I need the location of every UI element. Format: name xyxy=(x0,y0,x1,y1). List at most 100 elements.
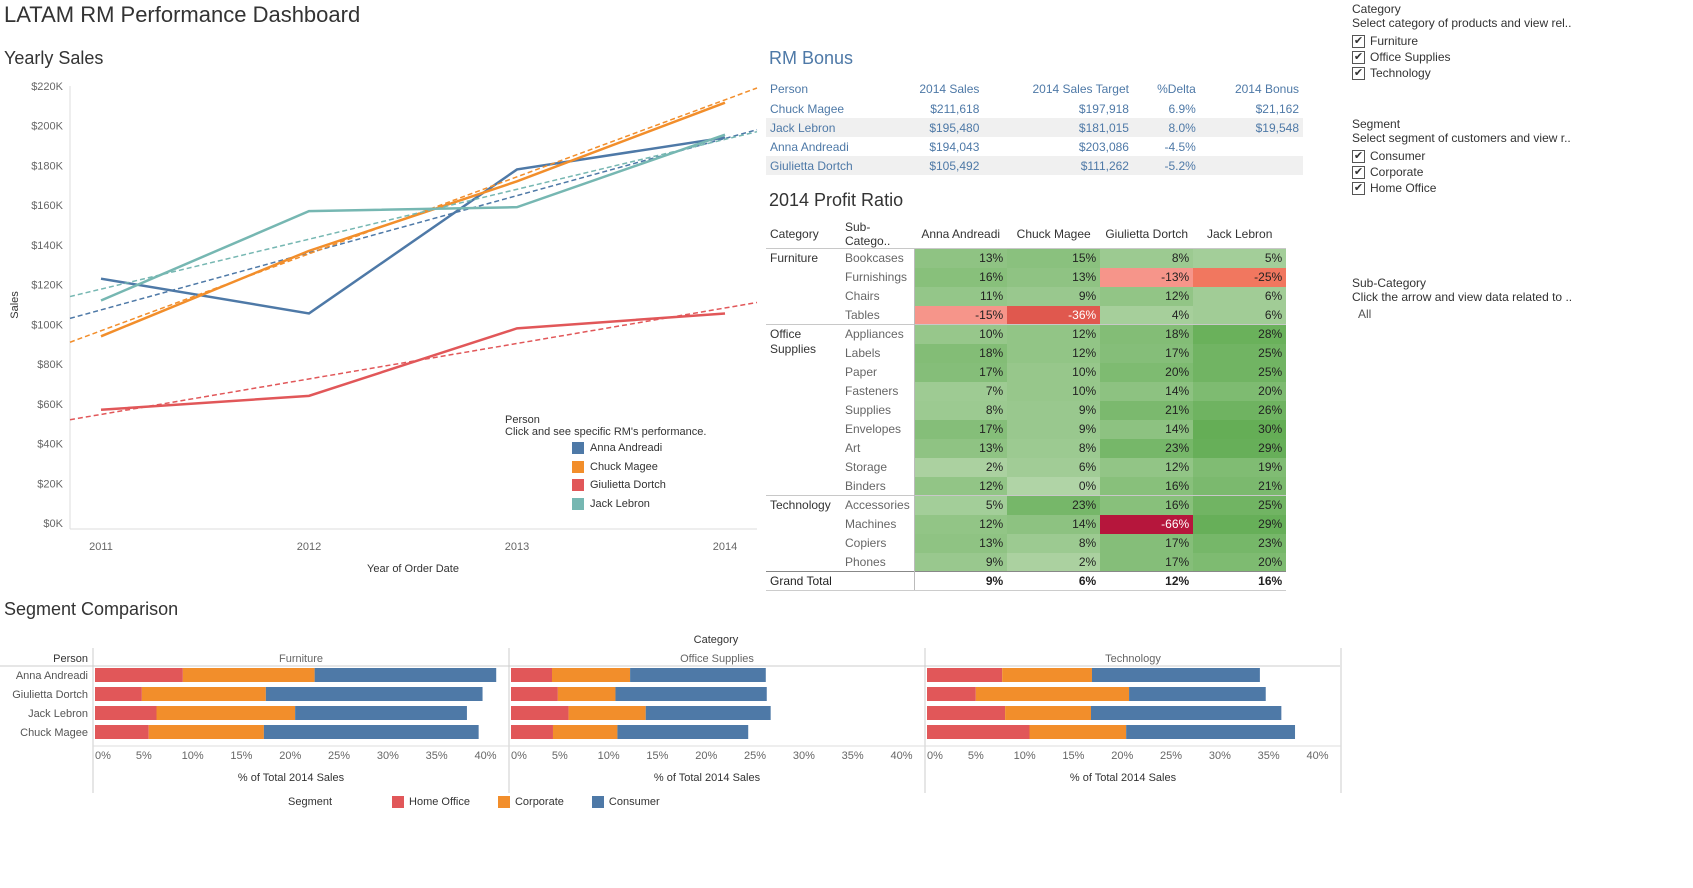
series-line[interactable] xyxy=(100,136,726,315)
profit-cell[interactable]: 13% xyxy=(913,438,1008,458)
profit-cell[interactable]: 4% xyxy=(1100,305,1194,325)
bar-segment[interactable] xyxy=(511,725,553,739)
profit-cell[interactable]: 12% xyxy=(1007,324,1101,344)
profit-cell[interactable]: 5% xyxy=(1193,248,1287,268)
profit-cell[interactable]: 8% xyxy=(1007,438,1101,458)
bar-segment[interactable] xyxy=(1129,687,1266,701)
profit-cell[interactable]: 20% xyxy=(1193,381,1287,401)
bar-segment[interactable] xyxy=(295,706,467,720)
table-row[interactable]: Phones 9% 2% 17% 20% xyxy=(766,552,1287,572)
profit-cell[interactable]: 12% xyxy=(1007,343,1101,363)
profit-cell[interactable]: 16% xyxy=(1100,495,1194,515)
profit-cell[interactable]: 13% xyxy=(913,248,1008,268)
profit-cell[interactable]: 18% xyxy=(1100,324,1194,344)
bar-segment[interactable] xyxy=(141,687,266,701)
bar-segment[interactable] xyxy=(314,668,497,682)
profit-cell[interactable]: 10% xyxy=(1007,381,1101,401)
bar-segment[interactable] xyxy=(975,687,1130,701)
profit-cell[interactable]: 17% xyxy=(1100,343,1194,363)
table-row[interactable]: Storage 2% 6% 12% 19% xyxy=(766,457,1287,477)
legend-item[interactable]: Jack Lebron xyxy=(572,495,666,514)
yearly-sales-chart[interactable]: $0K $20K $40K $60K $80K $100K $120K $140K $160K $… xyxy=(0,70,765,580)
line-legend[interactable]: Person Click and see specific RM's perfo… xyxy=(505,414,706,438)
legend-items[interactable]: Anna Andreadi Chuck Magee Giulietta Dortch… xyxy=(572,439,666,513)
legend-item[interactable]: Giulietta Dortch xyxy=(572,476,666,495)
profit-cell[interactable]: 14% xyxy=(1007,514,1101,534)
profit-cell[interactable]: 9% xyxy=(1007,286,1101,306)
bar-segment[interactable] xyxy=(617,725,749,739)
profit-cell[interactable]: -25% xyxy=(1193,267,1287,287)
segment-filter[interactable]: Segment Select segment of customers and … xyxy=(1352,117,1682,196)
bar-segment[interactable] xyxy=(511,687,558,701)
profit-cell[interactable]: 12% xyxy=(913,514,1008,534)
table-row[interactable]: Machines 12% 14% -66% 29% xyxy=(766,514,1287,534)
series-line[interactable] xyxy=(100,101,726,338)
table-row[interactable]: Technology Accessories 5% 23% 16% 25% xyxy=(766,495,1287,572)
bar-segment[interactable] xyxy=(568,706,646,720)
profit-cell[interactable]: 23% xyxy=(1100,438,1194,458)
segment-legend-item[interactable]: Home Office xyxy=(392,796,470,808)
bar-segment[interactable] xyxy=(552,668,631,682)
check-icon[interactable]: ✔ xyxy=(1352,165,1365,179)
profit-cell[interactable]: 12% xyxy=(913,476,1008,496)
check-icon[interactable]: ✔ xyxy=(1352,66,1365,80)
profit-cell[interactable]: 20% xyxy=(1193,552,1287,572)
profit-cell[interactable]: -36% xyxy=(1007,305,1101,325)
profit-cell[interactable]: 25% xyxy=(1193,343,1287,363)
bar-segment[interactable] xyxy=(148,725,264,739)
table-row[interactable]: Art 13% 8% 23% 29% xyxy=(766,438,1287,458)
checkbox-office-supplies[interactable]: ✔ Office Supplies xyxy=(1352,49,1682,65)
bar-segment[interactable] xyxy=(927,687,976,701)
profit-cell[interactable]: 0% xyxy=(1007,476,1101,496)
bar-segment[interactable] xyxy=(1002,668,1092,682)
profit-cell[interactable]: 9% xyxy=(1007,419,1101,439)
checkbox-furniture[interactable]: ✔ Furniture xyxy=(1352,33,1682,49)
profit-cell[interactable]: 14% xyxy=(1100,381,1194,401)
profit-cell[interactable]: -66% xyxy=(1100,514,1194,534)
profit-cell[interactable]: 29% xyxy=(1193,514,1287,534)
profit-cell[interactable]: 23% xyxy=(1007,495,1101,515)
profit-cell[interactable]: 29% xyxy=(1193,438,1287,458)
profit-cell[interactable]: 26% xyxy=(1193,400,1287,420)
bar-segment[interactable] xyxy=(511,706,569,720)
checkbox-technology[interactable]: ✔ Technology xyxy=(1352,65,1682,81)
profit-cell[interactable]: 16% xyxy=(913,267,1008,287)
bar-segment[interactable] xyxy=(645,706,771,720)
table-row[interactable]: Chairs 11% 9% 12% 6% xyxy=(766,286,1287,306)
profit-cell[interactable]: 8% xyxy=(1100,248,1194,268)
profit-cell[interactable]: 17% xyxy=(1100,533,1194,553)
profit-cell[interactable]: 14% xyxy=(1100,419,1194,439)
bar-segment[interactable] xyxy=(1126,725,1296,739)
bar-segment[interactable] xyxy=(615,687,767,701)
table-row[interactable]: Jack Lebron $195,480 $181,015 8.0% $19,548 xyxy=(766,118,1303,137)
profit-cell[interactable]: 15% xyxy=(1007,248,1101,268)
segment-legend-item[interactable]: Corporate xyxy=(497,796,564,808)
segment-legend[interactable]: Segment Home Office Corporate Consumer xyxy=(288,796,688,808)
check-icon[interactable]: ✔ xyxy=(1352,149,1365,163)
profit-cell[interactable]: 19% xyxy=(1193,457,1287,477)
profit-cell[interactable]: 21% xyxy=(1193,476,1287,496)
profit-cell[interactable]: 12% xyxy=(1100,286,1194,306)
table-row[interactable]: Supplies 8% 9% 21% 26% xyxy=(766,400,1287,420)
table-row[interactable]: Office Supplies Appliances 10% 12% 18% 28% xyxy=(766,324,1287,496)
profit-cell[interactable]: 10% xyxy=(913,324,1008,344)
bar-segment[interactable] xyxy=(511,668,552,682)
bar-segment[interactable] xyxy=(1005,706,1091,720)
profit-cell[interactable]: 12% xyxy=(1100,457,1194,477)
profit-cell[interactable]: 25% xyxy=(1193,495,1287,515)
bar-segment[interactable] xyxy=(927,706,1006,720)
table-row[interactable]: Furniture Bookcases 13% 15% 8% 5% xyxy=(766,248,1287,268)
bar-segment[interactable] xyxy=(1091,706,1282,720)
profit-cell[interactable]: -13% xyxy=(1100,267,1194,287)
profit-cell[interactable]: 17% xyxy=(1100,552,1194,572)
bar-segment[interactable] xyxy=(263,725,479,739)
bar-segment[interactable] xyxy=(557,687,616,701)
profit-cell[interactable]: 30% xyxy=(1193,419,1287,439)
profit-cell[interactable]: 6% xyxy=(1193,286,1287,306)
table-row[interactable]: Copiers 13% 8% 17% 23% xyxy=(766,533,1287,553)
profit-cell[interactable]: 8% xyxy=(1007,533,1101,553)
segment-comparison-chart[interactable]: Category Person Anna Andreadi Giulietta Dor… xyxy=(0,628,1345,818)
bar-segment[interactable] xyxy=(156,706,296,720)
table-row[interactable]: Paper 17% 10% 20% 25% xyxy=(766,362,1287,382)
table-row[interactable]: Tables -15% -36% 4% 6% xyxy=(766,305,1287,325)
